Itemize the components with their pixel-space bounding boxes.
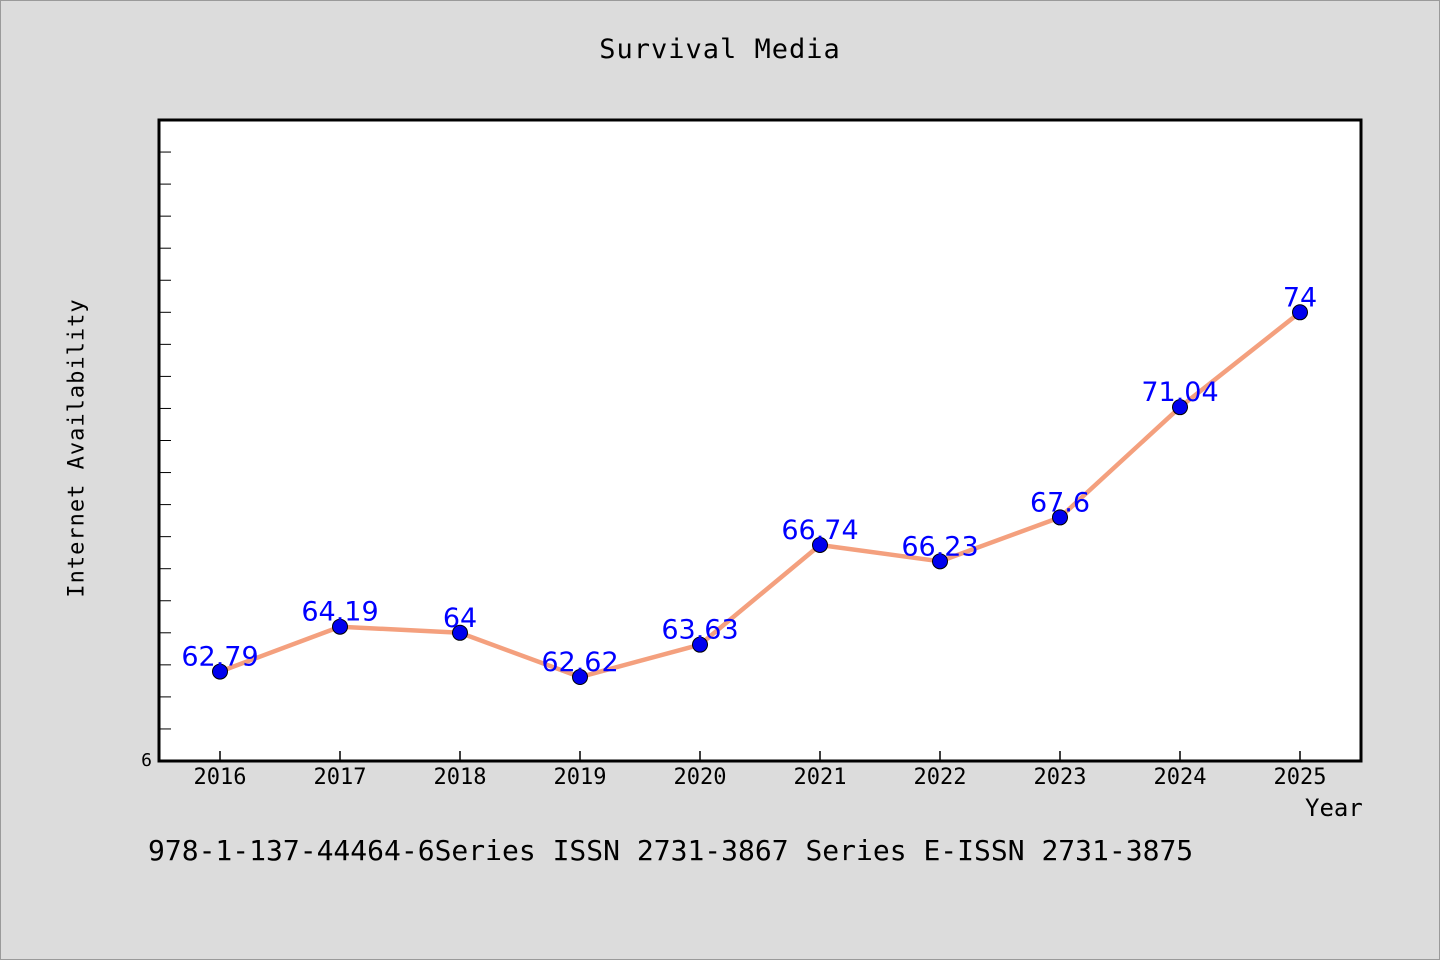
- plot-frame: [157, 118, 1363, 763]
- x-tick-label: 2025: [1274, 765, 1327, 790]
- x-tick-label: 2021: [794, 765, 847, 790]
- data-point: [932, 553, 948, 570]
- plot-background: [159, 120, 1361, 761]
- x-tick-label: 2023: [1034, 765, 1087, 790]
- data-point: [572, 669, 588, 686]
- x-tick-label: 2022: [914, 765, 967, 790]
- x-tick-label: 2018: [434, 765, 487, 790]
- x-tick-label: 2017: [314, 765, 367, 790]
- data-label: 67.6: [1030, 487, 1090, 518]
- data-point: [1292, 304, 1308, 321]
- data-label: 71.04: [1141, 377, 1218, 408]
- data-label: 74: [1283, 282, 1317, 313]
- data-label: 66.23: [901, 531, 978, 562]
- data-point: [1052, 509, 1068, 526]
- data-label: 62.62: [541, 647, 618, 678]
- x-tick-label: 2016: [194, 765, 247, 790]
- data-point: [332, 618, 348, 635]
- data-label: 64.19: [301, 597, 378, 628]
- data-point: [692, 636, 708, 653]
- x-tick-label: 2019: [554, 765, 607, 790]
- x-axis-label: Year: [1305, 794, 1363, 822]
- data-label: 64: [443, 603, 477, 634]
- x-tick-label: 2020: [674, 765, 727, 790]
- x-tick-label: 2024: [1154, 765, 1207, 790]
- data-point: [812, 536, 828, 553]
- isbn-footer: 978-1-137-44464-6Series ISSN 2731-3867 S…: [148, 834, 1194, 867]
- data-point: [452, 624, 468, 641]
- y-tick-label: 6: [141, 750, 152, 771]
- chart-title: Survival Media: [599, 34, 841, 65]
- data-point: [1172, 399, 1188, 416]
- data-label: 62.79: [181, 642, 258, 673]
- data-label: 66.74: [781, 515, 858, 546]
- data-point: [212, 663, 228, 680]
- data-label: 63.63: [661, 615, 738, 646]
- series-line: [217, 310, 1303, 680]
